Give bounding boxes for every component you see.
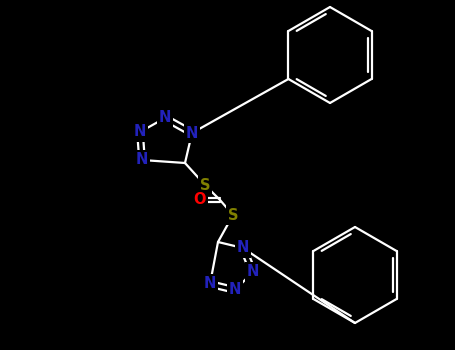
Text: N: N [204,276,216,292]
Text: S: S [200,177,210,192]
Text: N: N [237,240,249,256]
Text: S: S [228,208,238,223]
Text: N: N [229,282,241,298]
Text: N: N [186,126,198,140]
Text: N: N [134,125,146,140]
Text: O: O [194,193,206,208]
Text: N: N [136,153,148,168]
Text: N: N [247,265,259,280]
Text: N: N [159,111,171,126]
